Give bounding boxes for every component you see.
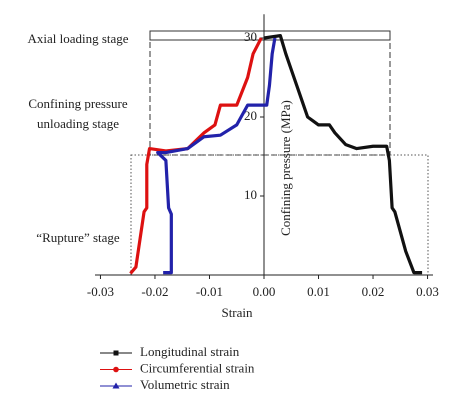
- legend-label: Longitudinal strain: [140, 344, 240, 359]
- y-tick-label: 10: [244, 187, 257, 202]
- x-tick-label: 0.02: [362, 284, 385, 299]
- legend-label: Circumferential strain: [140, 360, 255, 375]
- x-tick-label: 0.00: [253, 284, 276, 299]
- stage-label: Axial loading stage: [27, 31, 128, 46]
- y-tick-label: 20: [244, 108, 257, 123]
- unloading-stage-box: [149, 39, 391, 156]
- legend-marker: [113, 350, 119, 356]
- x-tick-label: -0.02: [141, 284, 168, 299]
- series-line: [156, 37, 277, 275]
- legend-label: Volumetric strain: [140, 377, 230, 392]
- y-axis-label: Confining pressure (MPa): [278, 100, 293, 236]
- x-tick-label: -0.01: [196, 284, 223, 299]
- y-tick-label: 30: [244, 29, 257, 44]
- legend-marker: [113, 366, 119, 373]
- x-tick-label: 0.01: [307, 284, 330, 299]
- series-line: [263, 34, 423, 275]
- x-tick-label: -0.03: [87, 284, 114, 299]
- stage-label: Confining pressure: [28, 96, 128, 111]
- rupture-stage-box: [130, 154, 429, 276]
- x-tick-label: 0.03: [416, 284, 439, 299]
- legend-marker: [112, 382, 120, 389]
- x-axis-label: Strain: [221, 305, 253, 320]
- stage-label: “Rupture” stage: [36, 230, 120, 245]
- stage-label: unloading stage: [37, 116, 119, 131]
